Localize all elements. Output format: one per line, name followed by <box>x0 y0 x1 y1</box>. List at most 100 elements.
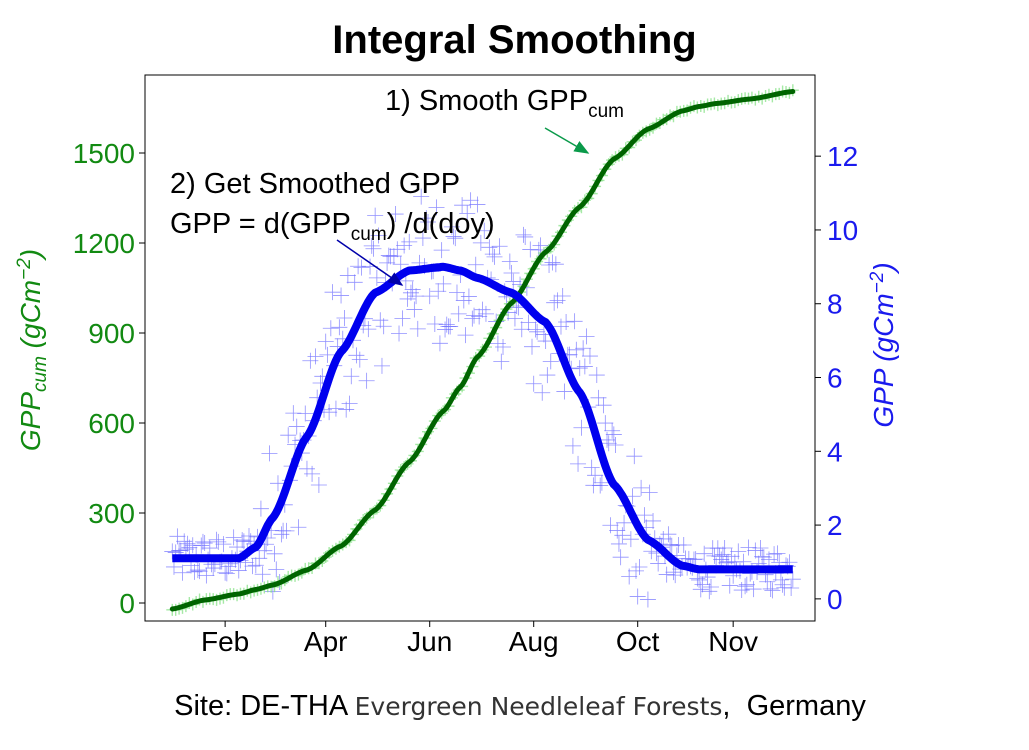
x-tick-label: Apr <box>304 626 348 657</box>
gpp-marker <box>593 474 610 491</box>
arrow-2 <box>336 239 404 286</box>
gpp-marker <box>660 526 677 543</box>
gpp-marker <box>310 477 327 494</box>
caption-country: , Germany <box>722 690 866 722</box>
gpp-cum-line <box>169 89 796 612</box>
gpp-marker <box>234 532 251 549</box>
gpp-marker <box>290 519 307 536</box>
gpp-marker <box>486 248 503 265</box>
right-tick-label: 10 <box>827 215 858 246</box>
gpp-marker <box>244 558 261 575</box>
gpp-marker <box>333 287 350 304</box>
x-tick-label: Jun <box>407 626 452 657</box>
gpp-marker <box>164 543 181 560</box>
gpp-marker <box>484 246 501 263</box>
gpp-marker <box>529 323 546 340</box>
gpp-marker <box>747 542 764 559</box>
gpp-marker <box>701 583 718 600</box>
gpp-marker <box>247 557 264 574</box>
gpp-marker <box>513 321 530 338</box>
gpp-marker <box>542 353 559 370</box>
gpp-marker <box>322 320 339 337</box>
gpp-marker <box>205 560 222 577</box>
gpp-marker <box>268 561 285 578</box>
gpp-marker <box>454 197 471 214</box>
gpp-marker <box>549 292 566 309</box>
gpp-marker <box>327 400 344 417</box>
gpp-marker <box>588 367 605 384</box>
gpp-marker <box>408 288 425 305</box>
gpp-marker <box>186 563 203 580</box>
left-tick-label: 1500 <box>73 138 135 169</box>
gpp-marker <box>380 247 397 264</box>
gpp-marker <box>433 242 450 259</box>
x-tick-label: Oct <box>616 626 660 657</box>
gpp-marker <box>472 234 489 251</box>
gpp-marker <box>194 533 211 550</box>
gpp-marker <box>639 591 656 608</box>
gpp-marker <box>360 321 377 338</box>
gpp-marker <box>331 319 348 336</box>
gpp-marker <box>230 562 247 579</box>
site-caption: Site: DE-THA Evergreen Needleleaf Forest… <box>0 690 1029 723</box>
right-tick-label: 12 <box>827 141 858 172</box>
gpp-marker <box>721 577 738 594</box>
gpp-marker <box>351 351 368 368</box>
gpp-marker <box>547 256 564 273</box>
annotation-gpp-derivative: GPP = d(GPPcum) /d(doy) <box>170 208 495 245</box>
gpp-marker <box>365 240 382 257</box>
left-tick-label: 300 <box>88 498 135 529</box>
gpp-marker <box>636 507 653 524</box>
gpp-marker <box>367 207 384 224</box>
gpp-marker <box>252 500 269 517</box>
x-axis: Feb Apr Jun Aug Oct Nov <box>201 621 758 657</box>
x-tick-label: Nov <box>708 626 758 657</box>
gpp-marker <box>385 248 402 265</box>
gpp-marker <box>633 479 650 496</box>
gpp-marker <box>471 308 488 325</box>
gpp-marker <box>583 459 600 476</box>
left-tick-label: 1200 <box>73 228 135 259</box>
gpp-marker <box>409 320 426 337</box>
gpp-marker <box>738 576 755 593</box>
gpp-marker <box>176 533 193 550</box>
gpp-marker <box>610 535 627 552</box>
gpp-marker <box>616 514 633 531</box>
right-axis-label: GPP (gCm−2) <box>867 262 899 427</box>
gpp-marker <box>570 455 587 472</box>
gpp-marker <box>208 531 225 548</box>
gpp-marker <box>501 253 518 270</box>
gpp-marker <box>447 230 464 247</box>
gpp-marker <box>455 292 472 309</box>
gpp-marker <box>641 484 658 501</box>
gpp-marker <box>612 549 629 566</box>
gpp-marker <box>464 310 481 327</box>
gpp-marker <box>629 588 646 605</box>
gpp-marker <box>566 313 583 330</box>
right-tick-label: 4 <box>827 436 843 467</box>
gpp-marker <box>752 540 769 557</box>
gpp-marker <box>389 241 406 258</box>
gpp-marker <box>413 188 430 205</box>
gpp-marker <box>575 340 592 357</box>
left-axis: 0 300 600 900 1200 1500 GPPcum (gCm−2) <box>14 138 145 619</box>
left-tick-label: 600 <box>88 408 135 439</box>
gpp-marker <box>759 573 776 590</box>
right-tick-label: 6 <box>827 363 843 394</box>
gpp-marker <box>737 578 754 595</box>
gpp-marker <box>571 360 588 377</box>
gpp-marker <box>348 347 365 364</box>
gpp-marker <box>691 571 708 588</box>
chart-svg: 0 300 600 900 1200 1500 GPPcum (gCm−2) 0 2 4 6 8 10… <box>14 74 899 657</box>
gpp-marker <box>370 227 387 244</box>
gpp-marker <box>662 536 679 553</box>
gpp-marker <box>280 427 297 444</box>
gpp-marker <box>706 547 723 564</box>
gpp-marker <box>181 539 198 556</box>
caption-site: Site: DE-THA <box>174 690 355 722</box>
gpp-marker <box>493 353 510 370</box>
gpp-marker <box>573 419 590 436</box>
left-axis-label: GPPcum (gCm−2) <box>14 249 51 451</box>
gpp-marker <box>459 205 476 222</box>
gpp-marker <box>317 333 334 350</box>
